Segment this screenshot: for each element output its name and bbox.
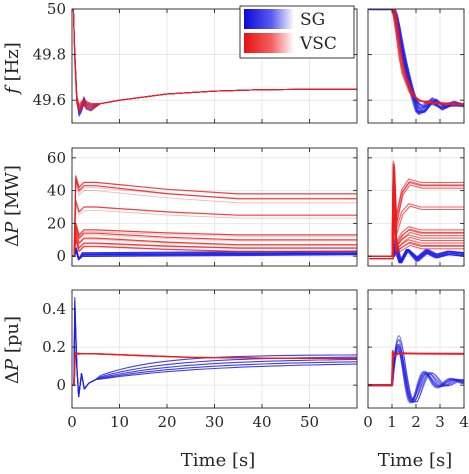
vsc-frequency-line xyxy=(72,9,357,106)
x-tick-label: 0 xyxy=(363,413,373,431)
vsc-frequency-line xyxy=(369,9,464,106)
sg-frequency-line xyxy=(369,9,464,113)
sg-power-line xyxy=(370,248,464,264)
y-tick-label: 50 xyxy=(47,0,66,18)
x-tick-label: 1 xyxy=(387,413,397,431)
y-tick-label: 0.4 xyxy=(42,300,66,318)
panel-power-mw-long: 0 20 40 60 xyxy=(47,147,358,267)
x-tick-label: 40 xyxy=(252,413,271,431)
sg-frequency-line xyxy=(370,9,464,116)
series-group xyxy=(368,9,464,116)
x-tick-label: 2 xyxy=(411,413,421,431)
vsc-frequency-line xyxy=(370,9,464,106)
xlabel-long: Time [s] xyxy=(181,450,256,471)
vsc-frequency-line xyxy=(370,9,464,106)
sg-frequency-line xyxy=(369,9,464,110)
x-tick-label: 20 xyxy=(157,413,176,431)
y-tick-label: 0 xyxy=(56,376,66,394)
vsc-power-pu-line xyxy=(368,350,464,387)
vsc-power-line xyxy=(72,239,357,257)
vsc-frequency-line xyxy=(369,9,464,106)
y-tick-label: 0.2 xyxy=(42,338,66,356)
legend-label-sg: SG xyxy=(300,10,325,30)
sg-frequency-line xyxy=(369,9,464,108)
x-tick-label: 4 xyxy=(459,413,469,431)
panel-frequency-long: 49.6 49.8 50 xyxy=(33,0,358,124)
panel-power-pu-long: 0 10 20 30 40 50 0 0.2 0.4 xyxy=(42,289,358,431)
vsc-power-pu-line xyxy=(72,352,357,386)
y-tick-label: 40 xyxy=(47,182,66,200)
series-group xyxy=(72,9,357,117)
xlabel-zoom: Time [s] xyxy=(378,450,453,471)
x-tick-label: 50 xyxy=(300,413,319,431)
vsc-frequency-line xyxy=(369,9,464,106)
y-tick-label: 20 xyxy=(47,214,66,232)
sg-frequency-line xyxy=(370,9,464,112)
sg-frequency-line xyxy=(369,9,464,115)
legend-label-vsc: VSC xyxy=(299,34,337,54)
sg-frequency-line xyxy=(370,9,464,107)
sg-power-pu-line xyxy=(72,312,357,398)
ylabel-power-pu: ΔP [pu] xyxy=(2,316,23,384)
y-tick-label: 49.6 xyxy=(33,91,66,109)
x-tick-label: 3 xyxy=(435,413,445,431)
sg-frequency-line xyxy=(369,9,464,108)
vsc-power-line xyxy=(72,240,357,257)
sg-power-pu-line xyxy=(368,338,464,403)
ylabel-power-mw: ΔP [MW] xyxy=(2,165,23,247)
vsc-frequency-line xyxy=(369,9,464,106)
x-tick-label: 0 xyxy=(67,413,77,431)
y-tick-label: 60 xyxy=(47,149,66,167)
legend-swatch-vsc xyxy=(244,33,294,53)
series-group xyxy=(72,297,357,398)
y-tick-label: 49.8 xyxy=(33,46,66,64)
sg-frequency-line xyxy=(369,9,464,111)
x-tick-label: 30 xyxy=(205,413,224,431)
panel-power-mw-zoom xyxy=(367,147,465,267)
y-tick-label: 0 xyxy=(56,247,66,265)
vsc-power-line xyxy=(368,183,464,257)
series-group xyxy=(368,160,464,264)
x-tick-label: 10 xyxy=(110,413,129,431)
series-group xyxy=(368,335,464,404)
legend: SG VSC xyxy=(239,5,355,59)
legend-swatch-sg xyxy=(244,9,294,29)
vsc-power-line xyxy=(369,185,464,260)
ylabel-freq: f [Hz] xyxy=(2,42,23,96)
panel-frequency-zoom xyxy=(367,8,465,124)
